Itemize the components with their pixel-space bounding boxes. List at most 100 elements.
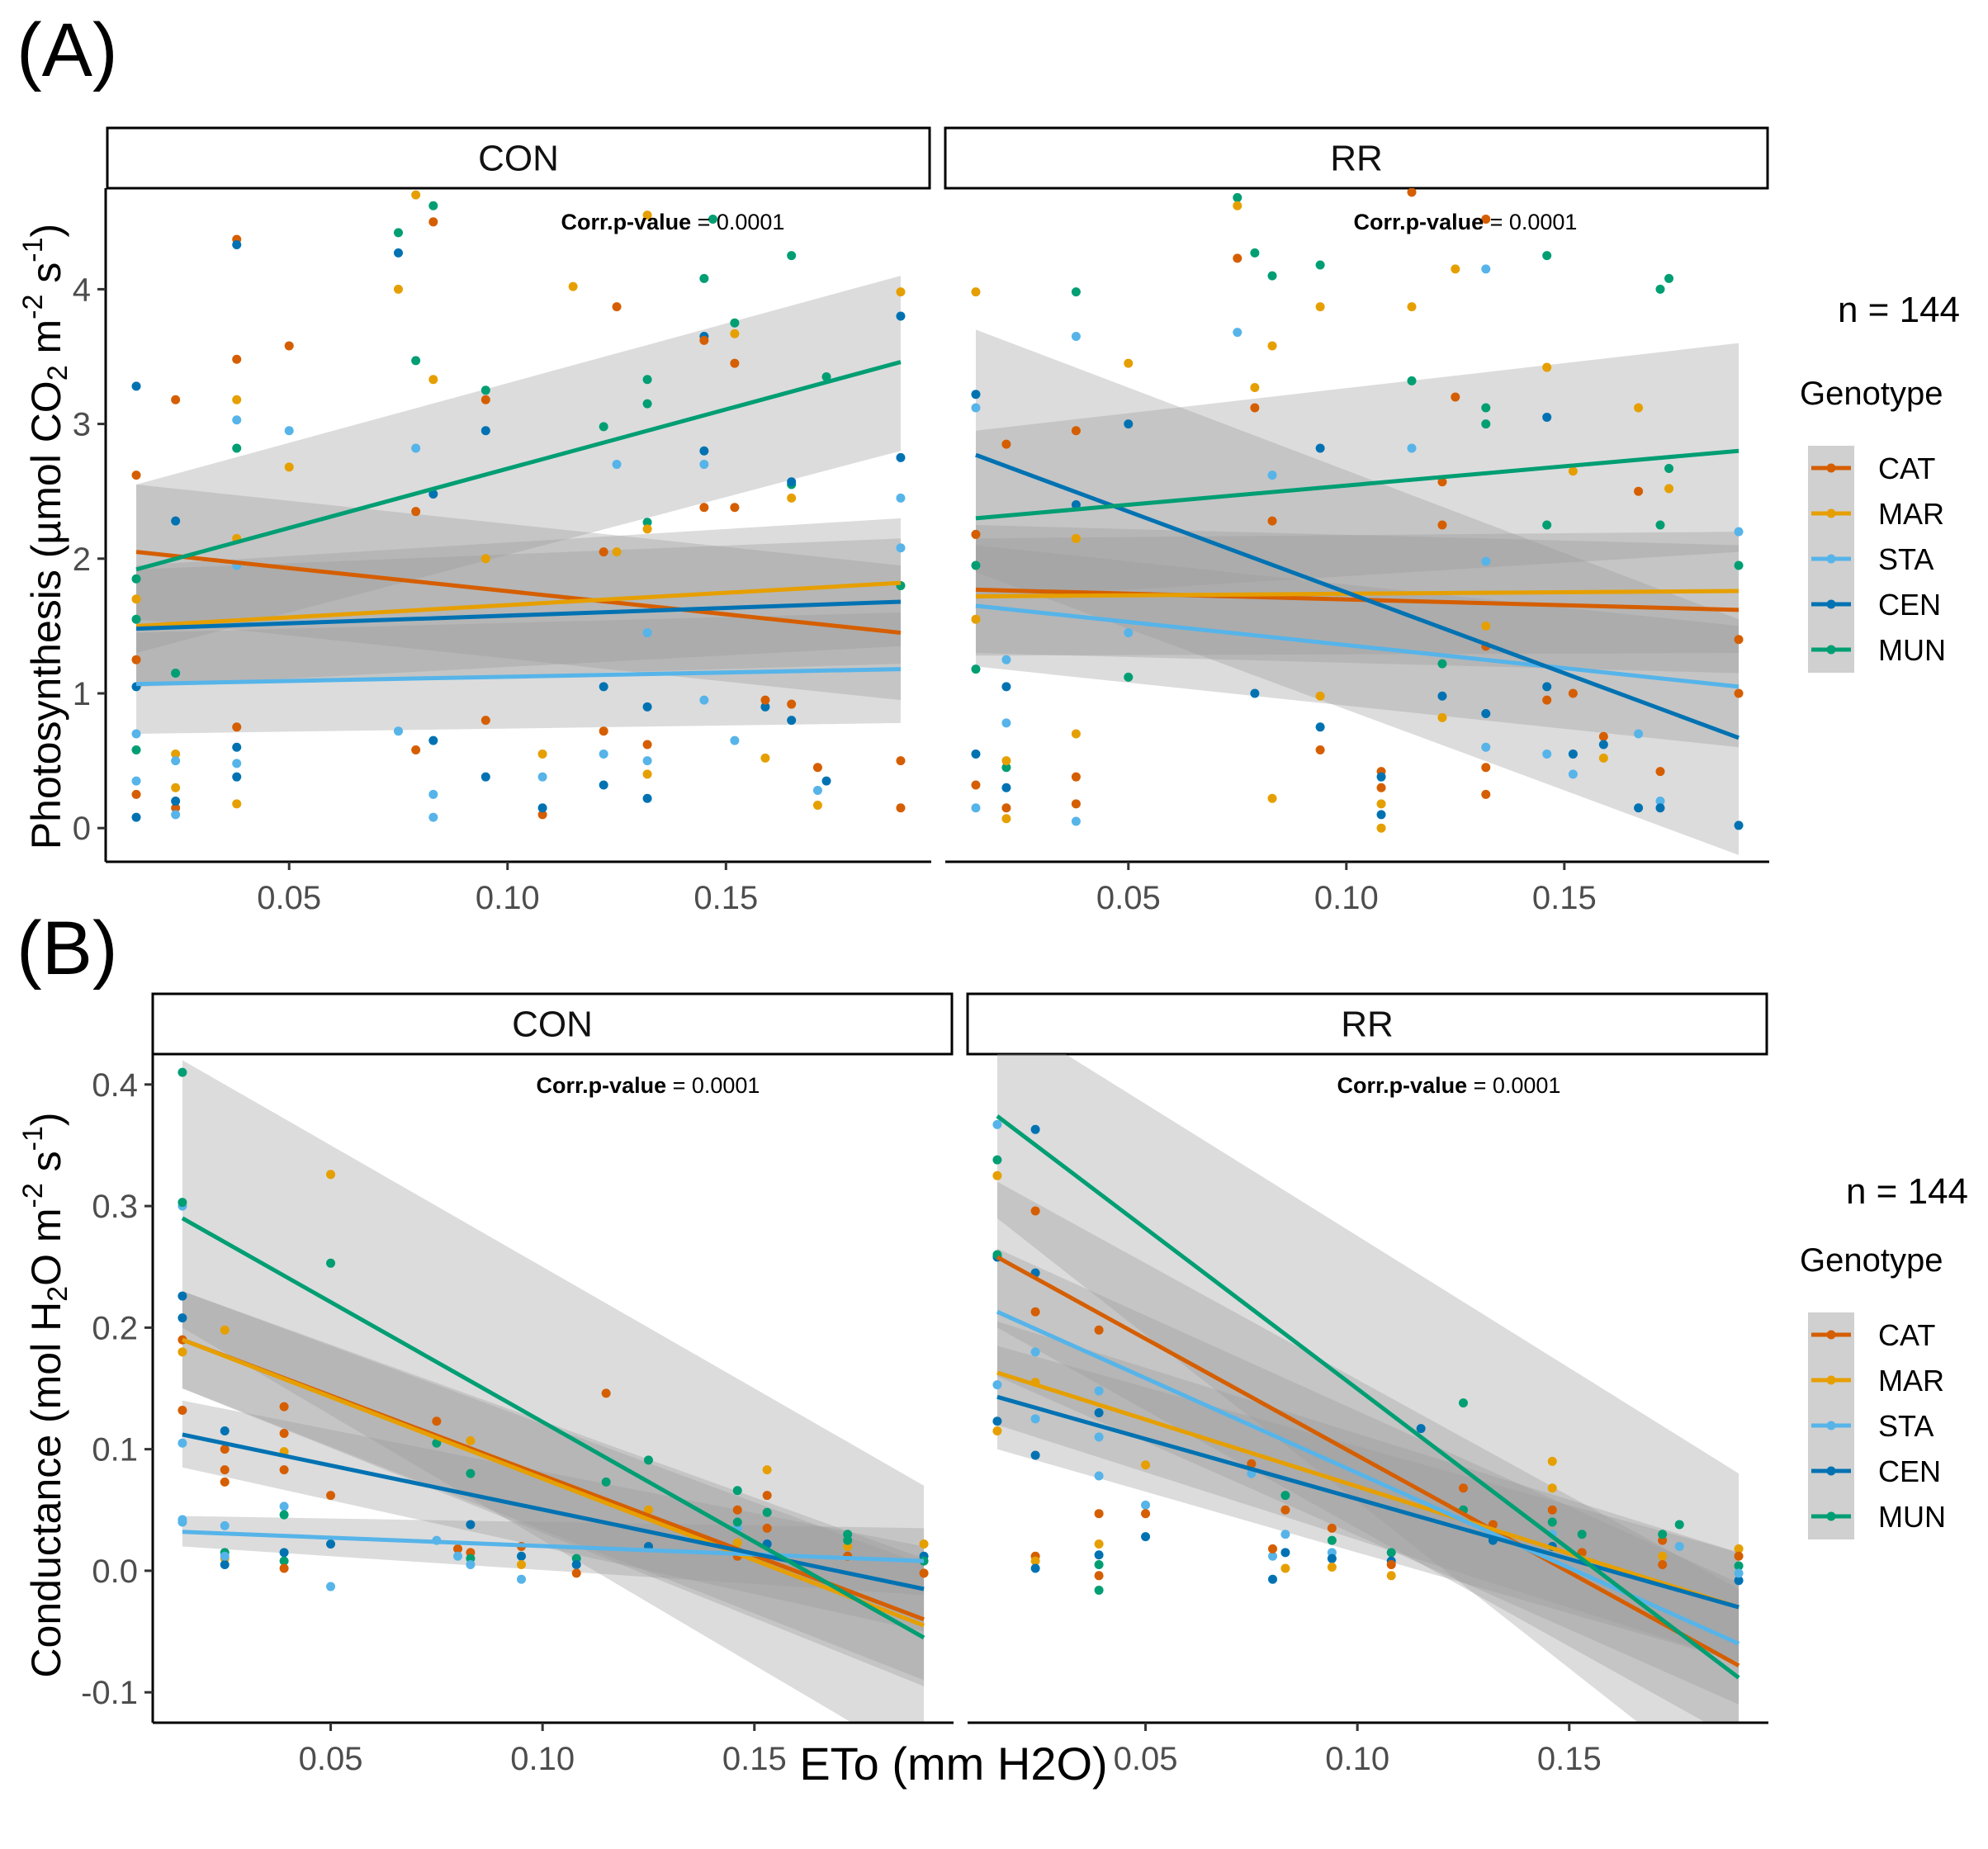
- fit-line-cat: [135, 550, 902, 636]
- point-cat: [1568, 688, 1578, 698]
- fit-line-sta: [135, 667, 902, 687]
- point-mar: [537, 749, 547, 759]
- point-mar: [411, 190, 421, 200]
- y-tick-label: -0.1: [81, 1675, 138, 1711]
- legend-key-point: [1826, 599, 1836, 609]
- point-sta: [642, 628, 652, 638]
- point-mun: [732, 1486, 742, 1496]
- chart-0: (A) Photosynthesis (µmol CO2 m-2 s-1) CON 0…: [17, 8, 1769, 916]
- point-sta: [1030, 1414, 1040, 1424]
- point-cen: [537, 803, 547, 813]
- point-sta: [1030, 1347, 1040, 1357]
- point-cat: [1030, 1307, 1040, 1317]
- facet-strip-label: CON: [512, 1005, 593, 1045]
- point-cat: [1481, 789, 1491, 799]
- point-cen: [393, 248, 403, 258]
- point-cat: [178, 1406, 187, 1416]
- x-tick-label: 0.10: [1325, 1741, 1389, 1777]
- fit-line-mar: [996, 1370, 1740, 1610]
- point-cen: [642, 793, 652, 803]
- point-mun: [1458, 1398, 1468, 1408]
- point-cen: [1376, 810, 1386, 820]
- point-cen: [279, 1548, 289, 1558]
- point-sta: [1280, 1530, 1290, 1539]
- legend-item-mun: MUN: [1808, 1494, 1946, 1539]
- point-cen: [1542, 682, 1552, 692]
- confidence-band-mar: [182, 1291, 925, 1686]
- point-mar: [1094, 1539, 1104, 1549]
- point-sta: [1481, 264, 1491, 274]
- point-sta: [642, 756, 652, 766]
- y-tick-label: 0.1: [92, 1432, 138, 1468]
- data-points: [131, 190, 906, 822]
- legend-key-point: [1826, 1511, 1836, 1521]
- point-cen: [232, 772, 242, 782]
- point-mun: [642, 518, 652, 527]
- legend-item-label: CAT: [1878, 452, 1935, 485]
- legend-title: Genotype: [1800, 376, 1943, 412]
- point-mar: [643, 1505, 653, 1515]
- legend-item-sta: STA: [1808, 1403, 1934, 1449]
- point-cat: [1250, 403, 1260, 413]
- point-mun: [1577, 1530, 1587, 1539]
- point-cen: [642, 702, 652, 712]
- point-mun: [326, 1258, 336, 1268]
- legend-item-label: MAR: [1878, 1364, 1944, 1397]
- point-cat: [411, 507, 421, 517]
- point-mun: [279, 1510, 289, 1520]
- point-cen: [1141, 1532, 1151, 1542]
- point-cen: [699, 446, 709, 456]
- point-mar: [1542, 362, 1552, 372]
- legend-key-point: [1826, 508, 1836, 518]
- point-cat: [1481, 763, 1491, 773]
- point-mar: [1001, 814, 1011, 824]
- point-sta: [232, 415, 242, 425]
- legend-key-point: [1826, 1375, 1836, 1385]
- y-tick-label: 1: [73, 676, 91, 712]
- point-cat: [1094, 1509, 1104, 1519]
- point-mar: [1437, 712, 1447, 722]
- point-mun: [1315, 260, 1325, 270]
- point-cat: [284, 341, 294, 351]
- point-cen: [131, 812, 141, 822]
- point-mun: [1386, 1548, 1396, 1558]
- point-mar: [642, 524, 652, 534]
- point-sta: [171, 756, 181, 766]
- fit-line-sta: [996, 1309, 1740, 1646]
- point-mun: [843, 1535, 853, 1545]
- y-tick-label: 0: [73, 811, 91, 847]
- point-cat: [1598, 731, 1608, 741]
- point-mun: [1481, 403, 1491, 413]
- point-cen: [178, 1291, 187, 1301]
- facet-strip-label: CON: [478, 139, 559, 179]
- point-mar: [1664, 484, 1674, 494]
- legend-title: Genotype: [1800, 1242, 1943, 1279]
- point-cat: [599, 726, 608, 736]
- point-mar: [131, 594, 141, 604]
- point-cat: [571, 1568, 581, 1578]
- point-mun: [1250, 248, 1260, 258]
- point-cat: [131, 471, 141, 480]
- point-mar: [1315, 302, 1325, 312]
- point-mar: [1634, 403, 1644, 413]
- legend-item-cat: CAT: [1808, 1312, 1935, 1358]
- point-cen: [1437, 691, 1447, 701]
- x-tick-label: 0.05: [299, 1741, 363, 1777]
- correlation-annotation: Corr.p-value = 0.0001: [537, 1073, 760, 1098]
- point-cen: [1268, 1574, 1278, 1584]
- point-mun: [1233, 192, 1242, 202]
- point-sta: [178, 1517, 187, 1527]
- confidence-band-sta: [136, 612, 901, 734]
- point-sta: [428, 789, 438, 799]
- point-mar: [232, 799, 242, 809]
- point-cat: [220, 1465, 230, 1475]
- x-tick-label: 0.15: [722, 1741, 787, 1777]
- point-mun: [730, 318, 740, 328]
- point-cen: [1568, 749, 1578, 759]
- point-cen: [1315, 722, 1325, 732]
- point-sta: [1407, 443, 1417, 453]
- point-mar: [1071, 533, 1081, 543]
- point-mar: [1280, 1563, 1290, 1573]
- point-cen: [1481, 708, 1491, 718]
- facet-strip-label: RR: [1341, 1005, 1394, 1045]
